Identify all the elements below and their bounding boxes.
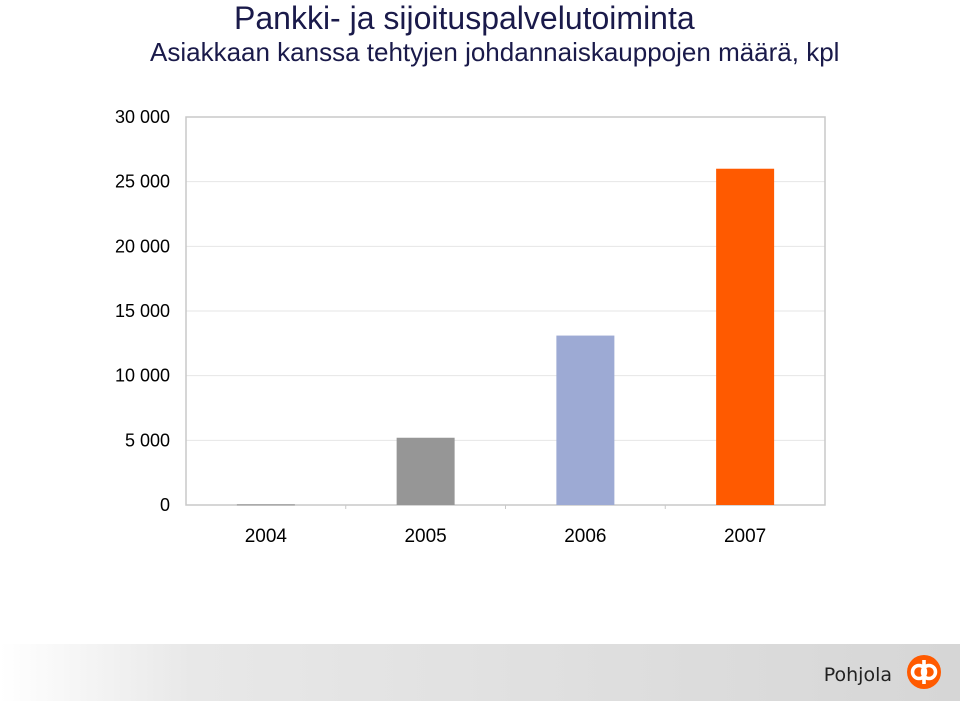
- bar-chart: 0 5 000 10 000 15 000 20 000 25 000 30 000 2004…: [115, 107, 826, 547]
- bar-2004: [236, 504, 295, 506]
- y-tick-label: 0: [160, 495, 170, 515]
- y-tick-label: 20 000: [115, 236, 170, 256]
- y-tick-label: 5 000: [125, 430, 170, 450]
- bar-2006: [556, 335, 615, 505]
- x-tick-label: 2006: [564, 526, 606, 547]
- footer-bar: Pohjola: [0, 644, 960, 701]
- pohjola-logo-icon: [907, 655, 941, 689]
- bar-2005: [396, 437, 455, 505]
- x-tick-label: 2007: [724, 526, 766, 547]
- y-tick-label: 25 000: [115, 172, 170, 192]
- brand-name: Pohjola: [823, 664, 892, 686]
- bar-2007: [716, 168, 775, 505]
- y-tick-label: 30 000: [115, 107, 170, 127]
- x-tick-label: 2005: [404, 526, 446, 547]
- slide-title: Pankki- ja sijoituspalvelutoiminta: [234, 0, 695, 36]
- x-tick-label: 2004: [245, 526, 288, 547]
- y-tick-label: 15 000: [115, 301, 170, 321]
- y-tick-label: 10 000: [115, 366, 170, 386]
- chart-title: Asiakkaan kanssa tehtyjen johdannaiskaup…: [150, 37, 840, 67]
